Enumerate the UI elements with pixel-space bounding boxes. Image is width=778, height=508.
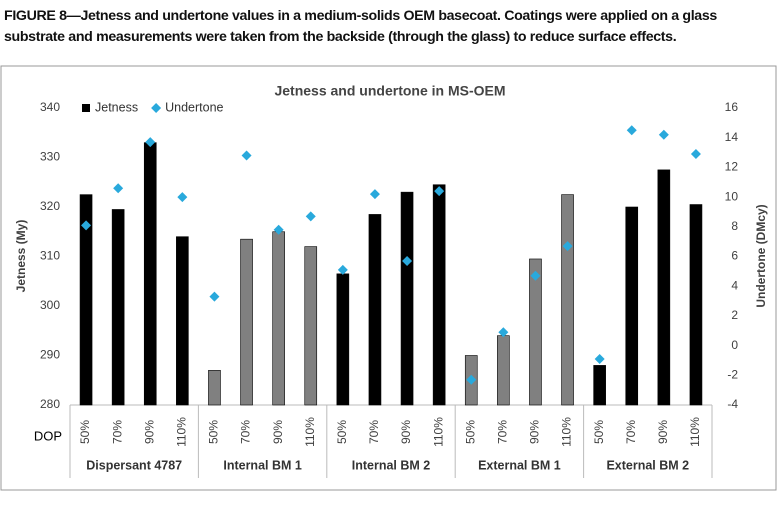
y-axis-title: Jetness (My) (14, 220, 28, 293)
y2-tick-label: 8 (731, 219, 738, 233)
bar (272, 231, 285, 406)
legend-swatch (82, 104, 90, 112)
bar (208, 370, 221, 406)
y2-tick-label: 0 (731, 338, 738, 352)
marker (209, 291, 220, 302)
figure-caption: FIGURE 8—Jetness and undertone values in… (4, 8, 717, 45)
marker (177, 192, 188, 203)
y2-tick-label: 10 (725, 189, 739, 203)
y2-tick-label: -4 (727, 397, 738, 411)
group-label: Dispersant 4787 (86, 458, 182, 472)
chart-title: Jetness and undertone in MS-OEM (274, 83, 505, 99)
legend-swatch (151, 103, 162, 113)
bar (689, 204, 703, 406)
marker (273, 224, 284, 235)
y-tick-label: 340 (40, 100, 60, 114)
x-tick-label: 110% (431, 417, 445, 447)
group-label: Internal BM 1 (223, 458, 302, 472)
y2-tick-label: 6 (731, 249, 738, 263)
x-tick-label: 70% (624, 420, 638, 444)
marker (369, 189, 380, 200)
bar (561, 194, 574, 406)
bar (111, 209, 125, 406)
marker (658, 129, 669, 140)
x-tick-label: 50% (335, 420, 349, 444)
marker (81, 220, 92, 231)
y-tick-label: 300 (40, 298, 60, 312)
x-tick-label: 70% (496, 420, 510, 444)
x-axis-title: DOP (34, 428, 62, 443)
x-tick-label: 110% (688, 417, 702, 447)
group-label: External BM 1 (478, 458, 561, 472)
y-tick-label: 320 (40, 199, 60, 213)
legend-label: Undertone (165, 100, 223, 114)
bar (625, 206, 639, 406)
bar (304, 246, 318, 406)
y2-tick-label: -2 (727, 367, 738, 381)
bar (400, 191, 414, 406)
bar (368, 214, 382, 406)
x-tick-label: 50% (207, 420, 221, 444)
bar (657, 169, 671, 406)
x-tick-label: 90% (399, 420, 413, 444)
x-tick-label: 50% (463, 420, 477, 444)
x-tick-label: 70% (239, 420, 253, 444)
y2-tick-label: 12 (725, 160, 739, 174)
marker (337, 264, 348, 275)
bar (432, 184, 446, 406)
bar (529, 258, 542, 406)
y2-tick-label: 2 (731, 308, 738, 322)
bar (497, 335, 510, 406)
marker (434, 186, 445, 197)
bar (240, 238, 253, 406)
bar (143, 142, 157, 406)
marker (626, 125, 637, 136)
marker (113, 183, 124, 194)
y-tick-label: 330 (40, 150, 60, 164)
marker (530, 270, 541, 281)
x-tick-label: 70% (110, 420, 124, 444)
x-tick-label: 90% (271, 420, 285, 444)
bar (593, 365, 606, 406)
y-tick-label: 290 (40, 348, 60, 362)
y2-axis-title: Undertone (DMcy) (754, 204, 768, 307)
marker (305, 211, 316, 222)
y2-tick-label: 16 (725, 100, 739, 114)
marker (145, 137, 156, 148)
x-tick-label: 70% (367, 420, 381, 444)
marker (241, 150, 252, 161)
x-tick-label: 110% (560, 417, 574, 447)
y2-tick-label: 14 (725, 130, 739, 144)
x-tick-label: 50% (78, 420, 92, 444)
legend-label: Jetness (95, 100, 138, 114)
marker (466, 374, 477, 385)
marker (562, 241, 573, 252)
y2-tick-label: 4 (731, 278, 738, 292)
group-label: External BM 2 (606, 458, 689, 472)
marker (402, 255, 413, 266)
bar (336, 273, 350, 406)
marker (498, 327, 509, 338)
x-tick-label: 90% (528, 420, 542, 444)
bar (176, 236, 189, 406)
group-label: Internal BM 2 (352, 458, 431, 472)
bar (79, 194, 93, 406)
marker (690, 149, 701, 160)
y-tick-label: 310 (40, 249, 60, 263)
marker (594, 353, 605, 364)
x-tick-label: 90% (142, 420, 156, 444)
y-tick-label: 280 (40, 397, 60, 411)
x-tick-label: 110% (175, 417, 189, 447)
x-tick-label: 50% (592, 420, 606, 444)
x-tick-label: 110% (303, 417, 317, 447)
chart-border (0, 65, 777, 491)
x-tick-label: 90% (656, 420, 670, 444)
